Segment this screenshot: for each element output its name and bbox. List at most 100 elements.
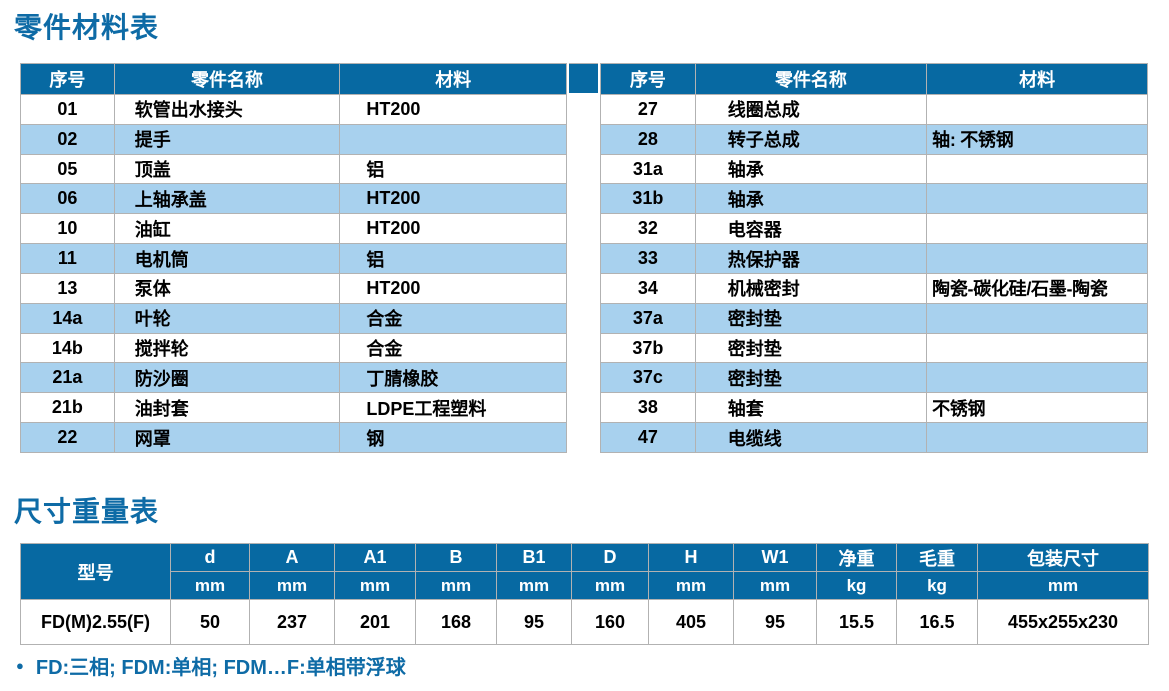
- part-name-cell: 提手: [113, 123, 341, 155]
- part-no-cell: 47: [599, 422, 696, 453]
- dims-column-unit: mm: [170, 571, 250, 600]
- dims-column-unit: mm: [415, 571, 497, 600]
- table-row: 14b 搅拌轮 合金: [20, 332, 568, 364]
- table-spacer: [567, 63, 600, 453]
- model-cell: FD(M)2.55(F): [20, 599, 171, 645]
- parts-table-right: 序号 零件名称 材料 27 线圈总成 28 转子总成 轴: 不锈钢 31a 轴承 31b 轴承 3…: [599, 63, 1148, 453]
- part-name-cell: 转子总成: [694, 123, 928, 155]
- part-material-cell: HT200: [339, 94, 568, 125]
- dims-column-label: A: [249, 543, 335, 572]
- dims-header-row-labels: 型号 d A A1 B B1 D H W1 净重 毛重 包装尺寸: [20, 543, 1149, 600]
- table-row: 33 热保护器: [599, 243, 1148, 274]
- parts-table-title: 零件材料表: [14, 12, 160, 43]
- dims-column-unit: mm: [571, 571, 649, 600]
- part-name-cell: 叶轮: [113, 302, 341, 334]
- part-name-cell: 电缆线: [694, 422, 928, 453]
- part-material-cell: 合金: [339, 332, 568, 364]
- footnote: ● FD:三相; FDM:单相; FDM…F:单相带浮球: [16, 651, 406, 680]
- dims-column-label: D: [571, 543, 649, 572]
- part-no-cell: 06: [20, 183, 115, 215]
- part-no-cell: 02: [20, 123, 115, 155]
- part-name-cell: 油封套: [113, 392, 341, 424]
- column-header-no: 序号: [599, 63, 696, 95]
- part-material-cell: 合金: [339, 302, 568, 334]
- table-row: 37b 密封垫: [599, 332, 1148, 364]
- part-name-cell: 泵体: [113, 272, 341, 304]
- table-row: 31b 轴承: [599, 183, 1148, 215]
- part-name-cell: 电容器: [694, 213, 928, 245]
- dims-value-cell: 15.5: [816, 599, 897, 645]
- spacer-header-cell: [569, 63, 598, 93]
- table-row: 37c 密封垫: [599, 362, 1148, 394]
- part-material-cell: 钢: [339, 422, 568, 453]
- part-material-cell: HT200: [339, 213, 568, 245]
- dims-column-unit: mm: [249, 571, 335, 600]
- column-header-material: 材料: [926, 63, 1148, 95]
- parts-left-header-row: 序号 零件名称 材料: [20, 63, 568, 95]
- part-material-cell: 铝: [339, 243, 568, 274]
- footnote-text: FD:三相; FDM:单相; FDM…F:单相带浮球: [35, 657, 406, 679]
- part-no-cell: 38: [599, 392, 696, 424]
- dims-value-cell: 237: [249, 599, 335, 645]
- dims-value-cell: 95: [496, 599, 572, 645]
- part-material-cell: [339, 123, 568, 155]
- table-row: 22 网罩钢: [20, 422, 568, 453]
- part-name-cell: 轴承: [694, 153, 928, 185]
- part-material-cell: HT200: [339, 272, 568, 304]
- dims-column-unit: mm: [334, 571, 416, 600]
- part-material-cell: [926, 422, 1148, 453]
- part-material-cell: 丁腈橡胶: [339, 362, 568, 394]
- dims-column-unit: mm: [733, 571, 817, 600]
- dims-column-label: B1: [496, 543, 572, 572]
- part-name-cell: 密封垫: [694, 302, 928, 334]
- part-no-cell: 37a: [599, 302, 696, 334]
- part-name-cell: 油缸: [113, 213, 341, 245]
- part-name-cell: 网罩: [113, 422, 341, 453]
- table-row: 32 电容器: [599, 213, 1148, 245]
- dims-column-label: A1: [334, 543, 416, 572]
- dims-column-label: d: [170, 543, 250, 572]
- part-material-cell: [926, 302, 1148, 334]
- table-row: 27 线圈总成: [599, 94, 1148, 125]
- dims-table-title: 尺寸重量表: [14, 496, 160, 527]
- part-material-cell: [926, 332, 1148, 364]
- table-row: 14a 叶轮 合金: [20, 302, 568, 334]
- part-material-cell: [926, 362, 1148, 394]
- table-row: 02 提手: [20, 123, 568, 155]
- part-no-cell: 14b: [20, 332, 115, 364]
- part-material-cell: [926, 94, 1148, 125]
- part-material-cell: [926, 153, 1148, 185]
- part-no-cell: 37c: [599, 362, 696, 394]
- part-name-cell: 电机筒: [113, 243, 341, 274]
- part-no-cell: 34: [599, 272, 696, 304]
- parts-material-tables: 序号 零件名称 材料 01 软管出水接头 HT200 02 提手 05 顶盖铝 06 上轴承盖 H…: [20, 63, 1148, 453]
- table-row: 10 油缸 HT200: [20, 213, 568, 245]
- part-name-cell: 搅拌轮: [113, 332, 341, 364]
- table-row: 13 泵体 HT200: [20, 272, 568, 304]
- dims-data-row: FD(M)2.55(F) 50 237 201 168 95 160 405 95 15.5 16…: [20, 599, 1149, 645]
- part-no-cell: 21a: [20, 362, 115, 394]
- part-material-cell: 铝: [339, 153, 568, 185]
- table-row: 47 电缆线: [599, 422, 1148, 453]
- part-name-cell: 热保护器: [694, 243, 928, 274]
- dims-value-cell: 201: [334, 599, 416, 645]
- part-no-cell: 32: [599, 213, 696, 245]
- parts-right-header-row: 序号 零件名称 材料: [599, 63, 1148, 95]
- part-name-cell: 软管出水接头: [113, 94, 341, 125]
- dims-column-unit: mm: [977, 571, 1149, 600]
- parts-table-right-body: 27 线圈总成 28 转子总成 轴: 不锈钢 31a 轴承 31b 轴承 32 电容器 33 热保护器 3…: [599, 94, 1148, 453]
- table-row: 28 转子总成 轴: 不锈钢: [599, 123, 1148, 155]
- part-no-cell: 05: [20, 153, 115, 185]
- part-name-cell: 密封垫: [694, 332, 928, 364]
- dims-column-unit: kg: [816, 571, 897, 600]
- dims-column-label: W1: [733, 543, 817, 572]
- dims-value-cell: 455x255x230: [977, 599, 1149, 645]
- dims-column-unit: mm: [496, 571, 572, 600]
- part-no-cell: 10: [20, 213, 115, 245]
- column-header-no: 序号: [20, 63, 115, 95]
- dims-weight-table: 型号 d A A1 B B1 D H W1 净重 毛重 包装尺寸 mm mm mm mm mm mm mm mm k…: [20, 543, 1149, 645]
- part-name-cell: 机械密封: [694, 272, 928, 304]
- part-no-cell: 14a: [20, 302, 115, 334]
- column-header-name: 零件名称: [113, 63, 341, 95]
- dims-header-row-units: mm mm mm mm mm mm mm mm kg kg mm: [21, 571, 1149, 600]
